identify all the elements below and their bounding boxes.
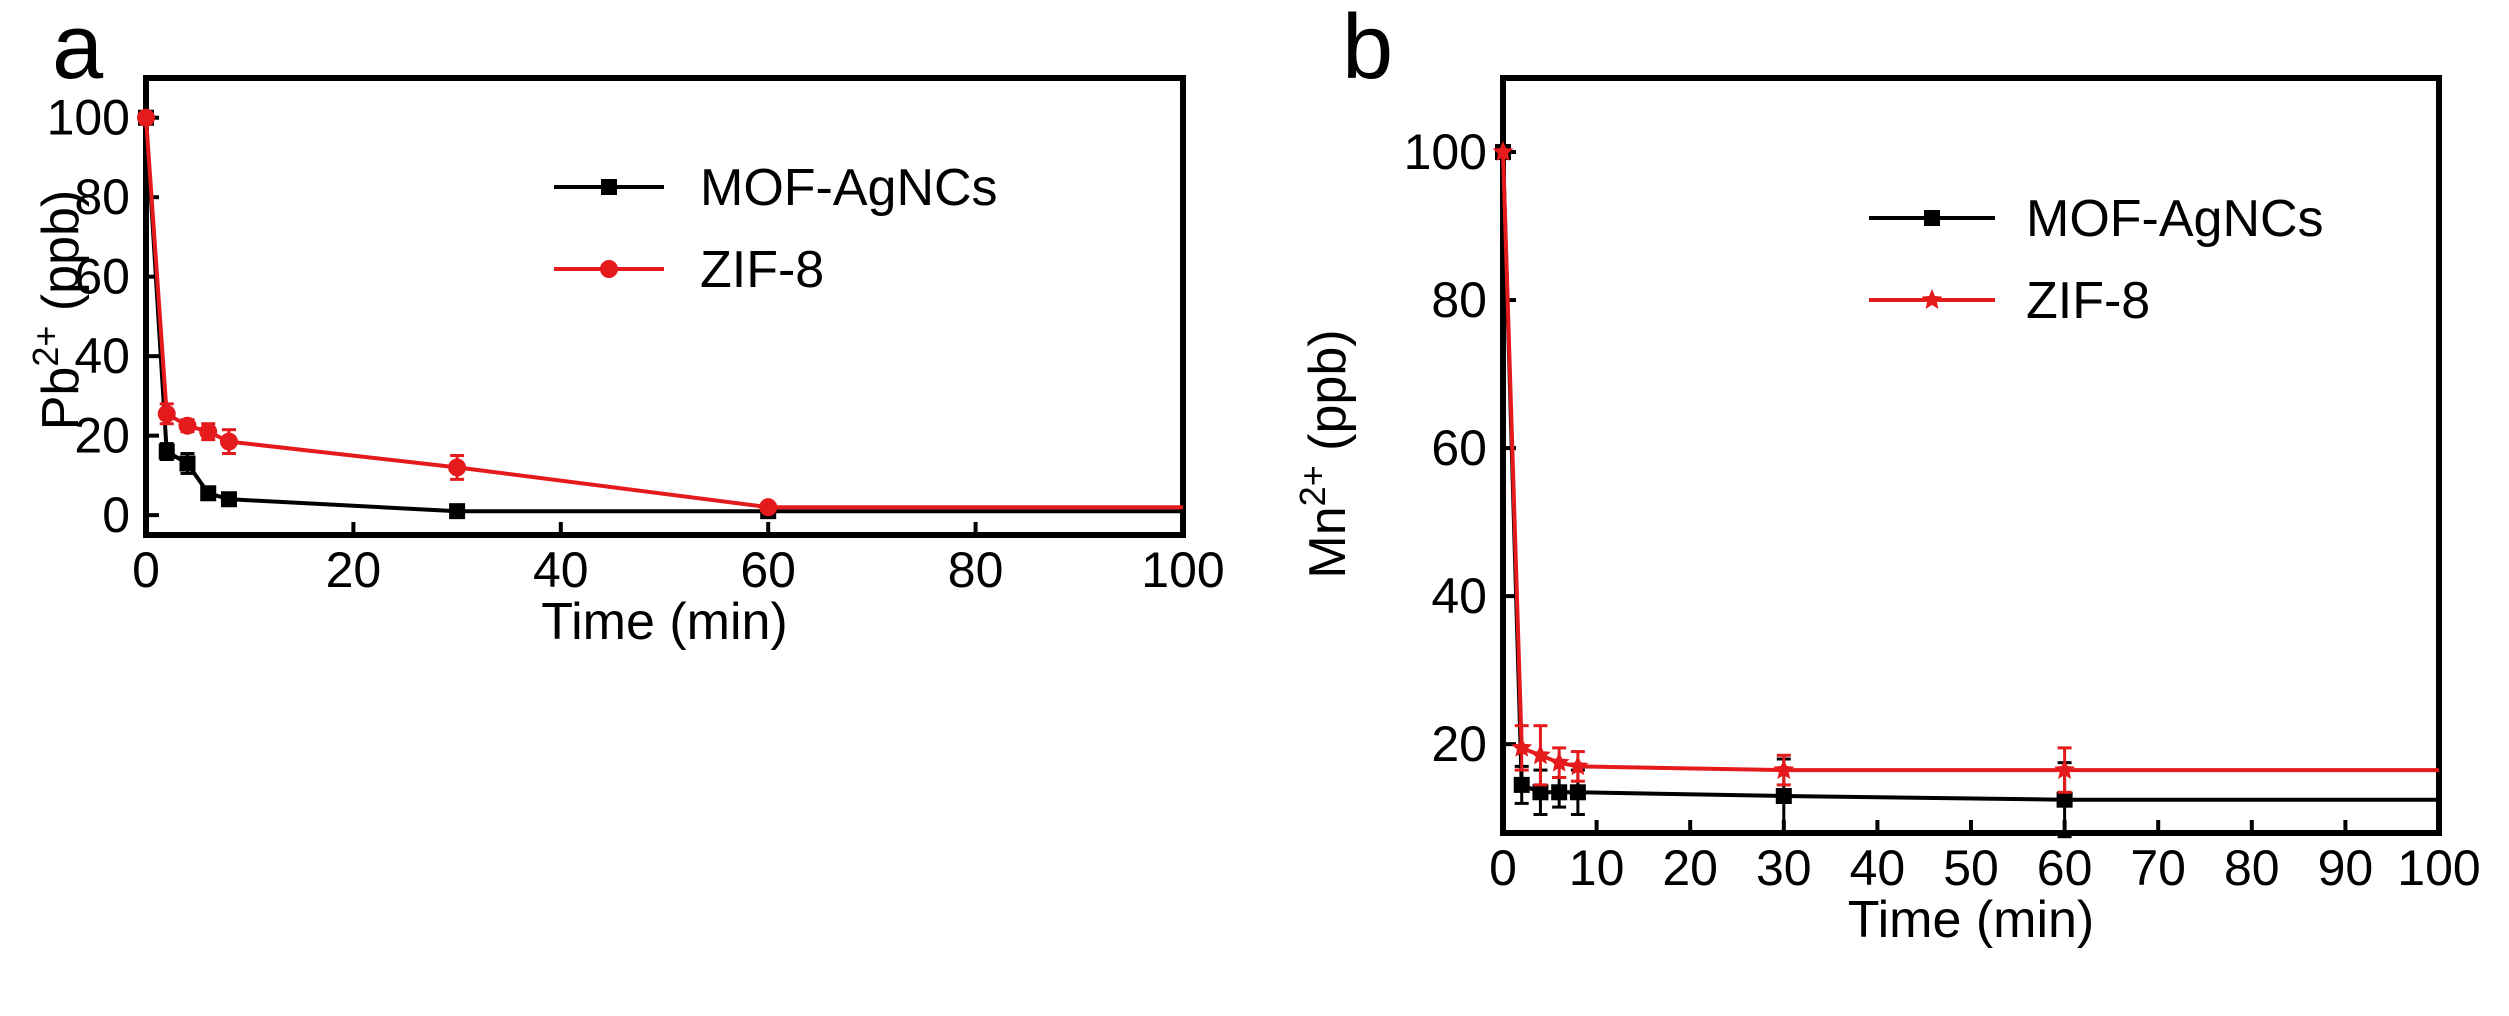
y-tick-label: 100 (1404, 124, 1487, 180)
data-point (157, 404, 176, 423)
series-mof-agncs (138, 109, 1183, 520)
x-tick-label: 100 (1141, 542, 1224, 598)
data-point (1773, 759, 1795, 779)
y-tick-label: 20 (74, 408, 130, 464)
data-point (219, 432, 238, 451)
y-tick-label: 0 (102, 487, 130, 543)
y-tick-label: 20 (1431, 716, 1487, 772)
series-mof-agncs (1495, 144, 2439, 839)
data-point (2054, 759, 2076, 779)
x-tick-label: 40 (1850, 840, 1906, 896)
x-tick-label: 20 (326, 542, 382, 598)
data-point (449, 503, 466, 520)
data-point (1492, 141, 1514, 161)
y-axis-title-base: Mn (1299, 506, 1357, 578)
data-point (1548, 751, 1570, 772)
data-point (759, 498, 778, 517)
data-point (1513, 776, 1530, 793)
y-tick-label: 80 (74, 169, 130, 225)
data-point (178, 416, 197, 435)
data-point (1530, 744, 1551, 765)
y-axis-title-sup: 2+ (1292, 465, 1333, 506)
x-tick-label: 30 (1756, 840, 1812, 896)
data-point (199, 422, 218, 441)
y-tick-label: 60 (74, 249, 130, 305)
x-axis-title: Time (min) (1848, 891, 2095, 949)
series-line (144, 117, 1183, 514)
x-tick-label: 0 (132, 542, 160, 598)
legend-label: MOF-AgNCs (700, 159, 998, 217)
legend-marker (1921, 289, 1943, 309)
x-tick-label: 0 (1489, 840, 1517, 896)
x-tick-label: 100 (2397, 840, 2480, 896)
y-tick-label: 100 (47, 90, 130, 146)
data-point (200, 485, 217, 502)
x-tick-label: 60 (2037, 840, 2093, 896)
legend-label: MOF-AgNCs (2026, 190, 2324, 248)
series-zif-8 (137, 108, 1183, 517)
data-point (1567, 755, 1589, 776)
legend-marker (601, 179, 617, 195)
data-point (1551, 784, 1568, 801)
x-tick-label: 50 (1943, 840, 1999, 896)
panel-letter: a (52, 0, 104, 98)
plot-frame (143, 75, 1186, 538)
data-point (220, 491, 237, 508)
panel-a: a 0 20 40 60 80 100 0 20 40 60 80 100 Time (min) Pb2+ … (25, 0, 1225, 651)
y-tick-label: 40 (74, 328, 130, 384)
x-tick-label: 60 (740, 542, 796, 598)
y-axis-title: Mn2+ (ppb) (1292, 329, 1357, 578)
y-axis-title-base: Pb (32, 367, 90, 431)
series-zif-8 (1492, 141, 2439, 794)
data-point (1511, 736, 1533, 757)
x-tick-label: 40 (533, 542, 589, 598)
data-point (1569, 784, 1586, 801)
legend-marker (600, 260, 618, 278)
panel-letter: b (1342, 0, 1393, 98)
x-tick-label: 90 (2318, 840, 2374, 896)
panel-b: b 20 40 60 80 100 0 10 20 30 40 50 60 70 80 90 100 Time (… (1292, 0, 2481, 949)
x-tick-label: 80 (2224, 840, 2280, 896)
y-tick-label: 80 (1431, 272, 1487, 328)
data-point (1775, 787, 1792, 804)
data-point (1532, 784, 1549, 801)
y-tick-label: 60 (1431, 420, 1487, 476)
y-axis-title-sup: 2+ (25, 326, 66, 367)
y-axis-title-unit: (ppb) (32, 190, 90, 326)
data-point (2056, 791, 2073, 808)
x-tick-label: 10 (1569, 840, 1625, 896)
x-tick-label: 80 (948, 542, 1004, 598)
y-axis-title-unit: (ppb) (1299, 329, 1357, 465)
x-tick-label: 20 (1662, 840, 1718, 896)
series-line (1501, 151, 2439, 802)
series-line (144, 117, 1183, 510)
legend-marker (1924, 210, 1940, 226)
data-point (448, 458, 467, 477)
data-point (158, 443, 175, 460)
y-axis-title: Pb2+ (ppb) (25, 190, 90, 431)
legend-label: ZIF-8 (700, 241, 824, 299)
legend-label: ZIF-8 (2026, 272, 2150, 330)
data-point (137, 108, 155, 127)
y-tick-label: 40 (1431, 568, 1487, 624)
x-tick-label: 70 (2130, 840, 2186, 896)
data-point (179, 455, 196, 472)
x-axis-title: Time (min) (541, 593, 788, 651)
